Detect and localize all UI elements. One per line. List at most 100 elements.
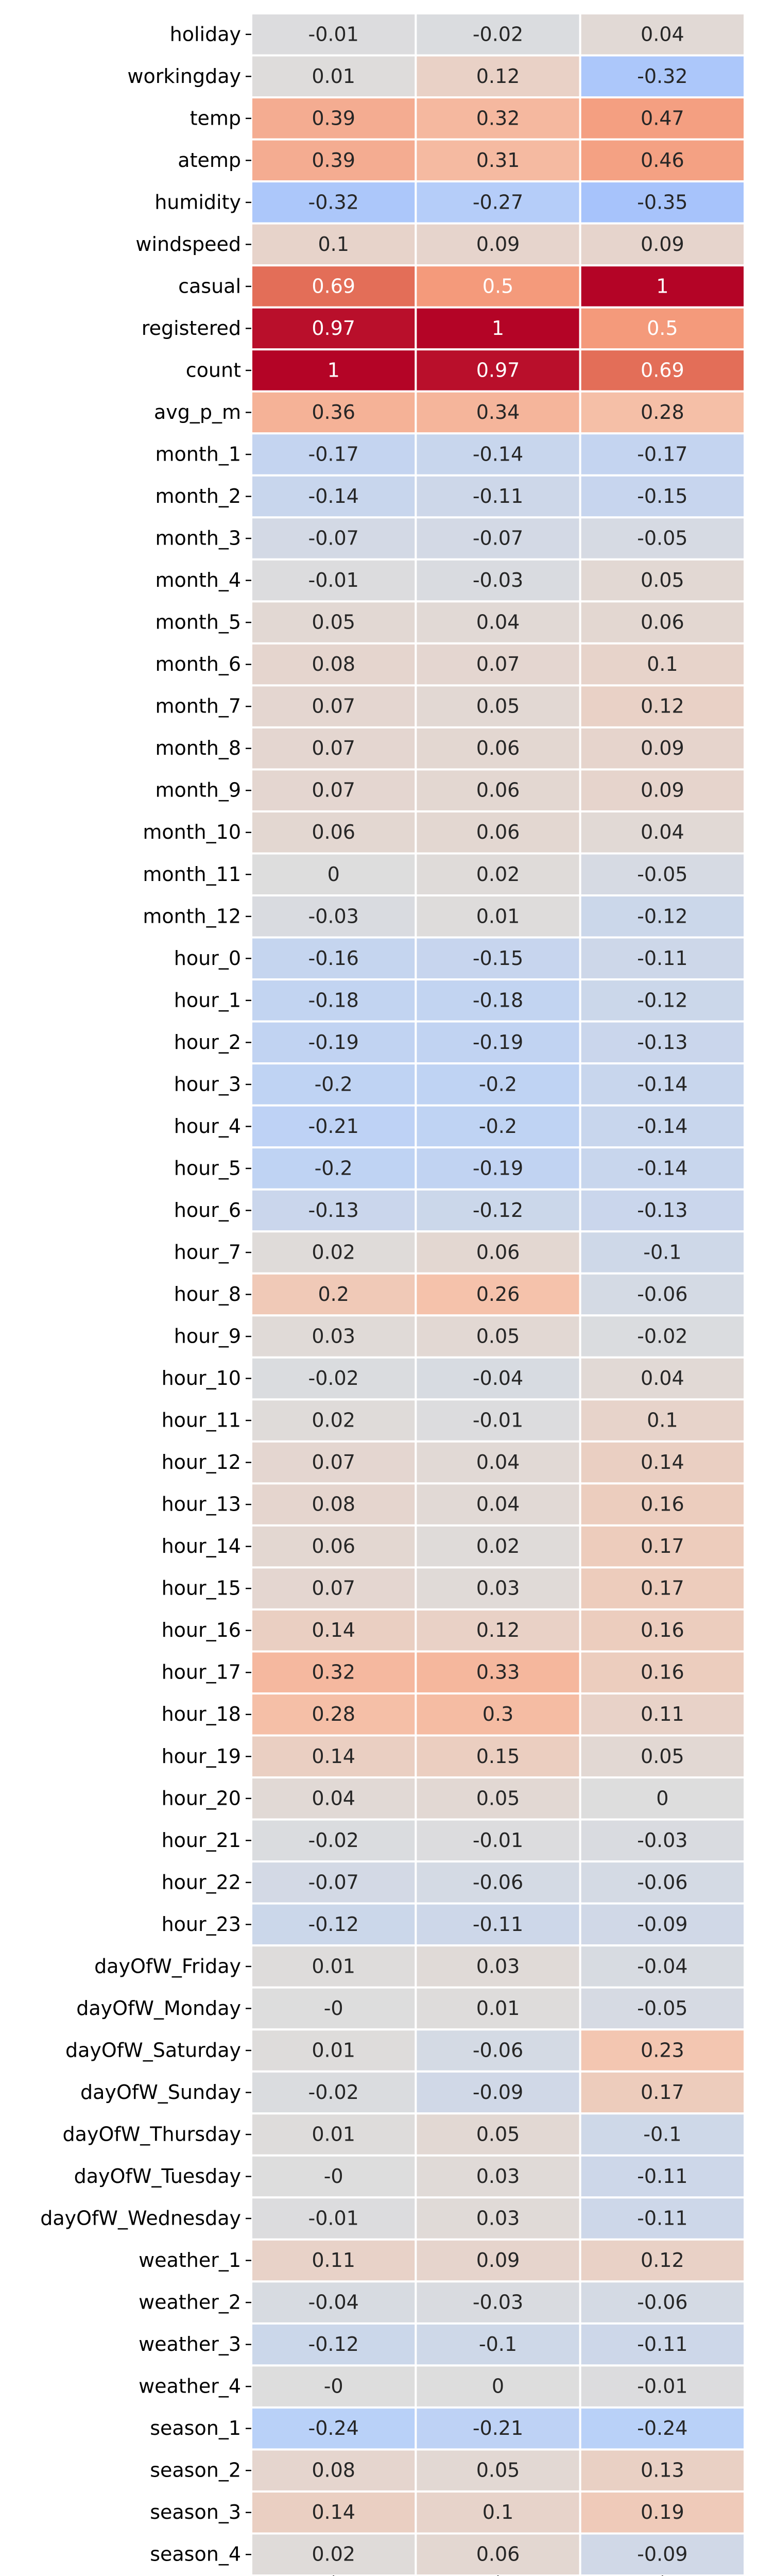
- cell-label: 0.28: [641, 401, 684, 423]
- y-tick-label: weather_2: [139, 2291, 241, 2314]
- cell-label: 0.07: [312, 1577, 355, 1600]
- cell-label: -0.02: [308, 1367, 359, 1389]
- heatmap-cell: [250, 2322, 417, 2367]
- cell-label: 0.2: [318, 1283, 349, 1306]
- y-tick-label: weather_1: [139, 2249, 241, 2272]
- y-tick-label: hour_21: [162, 1829, 241, 1852]
- heatmap-cell: [415, 1944, 581, 1989]
- cell-label: 0.06: [476, 821, 520, 843]
- heatmap-cell: [415, 516, 581, 561]
- heatmap-cell: [250, 1188, 417, 1233]
- cell-label: -0.13: [308, 1199, 359, 1222]
- heatmap-cell: [250, 558, 417, 603]
- cell-label: 0.05: [641, 569, 684, 591]
- heatmap-cell: [579, 516, 746, 561]
- heatmap-cell: [415, 96, 581, 141]
- cell-label: -0.02: [308, 1829, 359, 1852]
- cell-label: 0.1: [647, 653, 678, 675]
- cell-label: -0.2: [479, 1115, 517, 1138]
- cell-label: -0.07: [473, 527, 523, 550]
- cell-label: -0: [324, 2375, 343, 2398]
- cell-label: -0.11: [637, 2333, 687, 2355]
- heatmap-cell: [250, 2238, 417, 2283]
- cell-label: -0.17: [637, 443, 687, 466]
- cell-label: -0.01: [473, 1829, 523, 1852]
- heatmap-cell: [579, 894, 746, 939]
- y-tick-label: dayOfW_Saturday: [65, 2039, 241, 2061]
- heatmap-cell: [579, 1902, 746, 1947]
- heatmap-cell: [415, 1062, 581, 1107]
- cell-label: -0.01: [473, 1409, 523, 1432]
- cell-label: 0.06: [641, 611, 684, 634]
- cell-label: 0.09: [641, 779, 684, 802]
- heatmap-cell: [579, 1062, 746, 1107]
- cell-label: -0.2: [315, 1073, 353, 1095]
- heatmap-cell: [415, 1146, 581, 1191]
- y-tick-label: atemp: [178, 149, 241, 172]
- heatmap-cell: [579, 180, 746, 225]
- cell-label: 0.01: [312, 65, 355, 88]
- cell-label: -0.09: [637, 2543, 687, 2566]
- cell-label: 0.1: [318, 233, 349, 256]
- cell-label: 0.16: [641, 1619, 684, 1641]
- cell-label: -0.12: [308, 1913, 359, 1936]
- cell-label: -0.15: [473, 947, 523, 970]
- heatmap-cell: [579, 390, 746, 435]
- cell-label: -0.11: [637, 947, 687, 970]
- heatmap-cell: [250, 474, 417, 519]
- cell-label: 0.26: [476, 1283, 520, 1306]
- cell-label: 0.06: [312, 821, 355, 843]
- y-tick-label: hour_7: [174, 1241, 241, 1263]
- cell-label: -0.03: [473, 2291, 523, 2314]
- cell-label: 0.1: [483, 2501, 513, 2523]
- y-tick-label: hour_11: [162, 1409, 241, 1432]
- cell-label: -0.17: [308, 443, 359, 466]
- cell-label: -0.27: [473, 191, 523, 213]
- cell-label: 0.14: [312, 1619, 355, 1641]
- cell-label: -0.19: [473, 1031, 523, 1054]
- cell-label: 0.01: [312, 2039, 355, 2061]
- cell-label: 0.04: [476, 611, 520, 634]
- cell-label: 0.03: [476, 1955, 520, 1977]
- heatmap-cell: [250, 1272, 417, 1317]
- cell-label: 0.09: [641, 737, 684, 759]
- heatmap-cell: [415, 726, 581, 771]
- heatmap-cell: [415, 474, 581, 519]
- heatmap-cell: [579, 54, 746, 99]
- cell-label: -0.01: [308, 569, 359, 591]
- cell-label: 0.5: [483, 275, 513, 297]
- cell-label: 0.12: [476, 1619, 520, 1641]
- cell-label: 0: [492, 2375, 504, 2398]
- heatmap-cell: [415, 222, 581, 267]
- y-tick-label: hour_0: [174, 947, 241, 970]
- y-tick-label: hour_14: [162, 1535, 241, 1557]
- y-tick-label: hour_3: [174, 1073, 241, 1095]
- cell-label: -0.03: [308, 905, 359, 927]
- heatmap-cell: [250, 2448, 417, 2493]
- y-tick-label: season_1: [150, 2417, 241, 2439]
- y-tick-label: temp: [190, 107, 241, 129]
- cell-label: 0.05: [476, 1325, 520, 1348]
- y-tick-label: month_8: [155, 737, 241, 759]
- cell-label: 0.36: [312, 401, 355, 423]
- cell-label: -0.1: [479, 2333, 517, 2355]
- cell-label: -0.05: [637, 1997, 687, 2020]
- heatmap-cell: [579, 1650, 746, 1694]
- cell-label: -0.18: [308, 989, 359, 1011]
- heatmap-cell: [579, 2364, 746, 2409]
- cell-label: -0.24: [308, 2417, 359, 2439]
- cell-label: -0.06: [637, 1283, 687, 1306]
- cell-label: 0.15: [476, 1745, 520, 1768]
- cell-label: -0.04: [308, 2291, 359, 2314]
- y-tick-label: dayOfW_Friday: [94, 1955, 241, 1977]
- cell-label: 0.34: [476, 401, 520, 423]
- heatmap-cell: [579, 1566, 746, 1611]
- y-tick-label: month_2: [155, 485, 241, 507]
- cell-label: -0.15: [637, 485, 687, 507]
- heatmap-cell: [579, 2196, 746, 2241]
- heatmap-cell: [250, 2112, 417, 2157]
- cell-label: 0.02: [312, 2543, 355, 2566]
- cell-label: 0.09: [476, 2249, 520, 2272]
- heatmap-cell: [415, 1524, 581, 1569]
